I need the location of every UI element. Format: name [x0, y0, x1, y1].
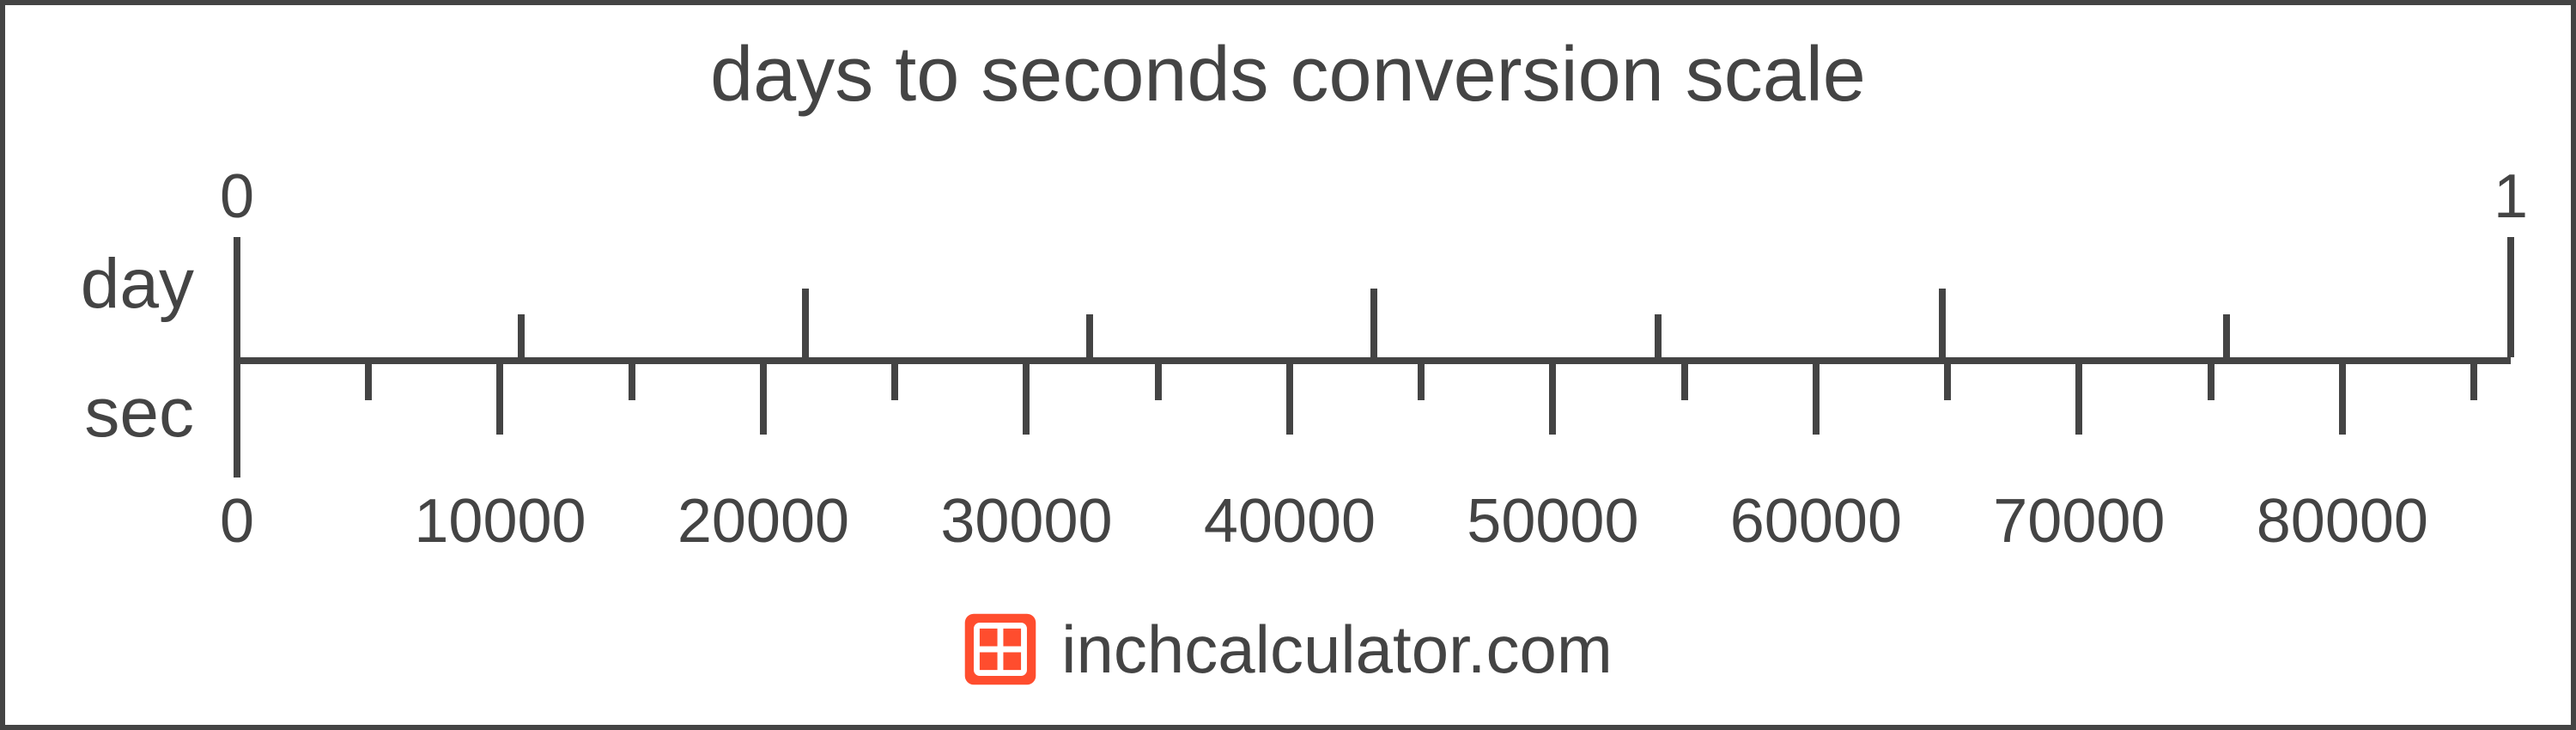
top-tick-med	[802, 289, 809, 357]
top-tick-minor	[1655, 314, 1662, 357]
conversion-scale-card: days to seconds conversion scale day sec…	[0, 0, 2576, 730]
top-tick-minor	[1086, 314, 1093, 357]
bottom-tick-label: 30000	[940, 486, 1112, 557]
bottom-tick-major	[234, 357, 240, 478]
top-tick-minor	[2223, 314, 2230, 357]
top-tick-med	[1939, 289, 1946, 357]
bottom-tick-minor	[365, 357, 372, 400]
top-tick-major	[2507, 237, 2514, 357]
calculator-grid-icon	[963, 612, 1037, 686]
unit-label-bottom: sec	[39, 373, 194, 453]
bottom-tick-label: 40000	[1204, 486, 1376, 557]
bottom-tick-label: 0	[220, 486, 254, 557]
bottom-tick-minor	[2470, 357, 2477, 400]
bottom-tick-label: 10000	[414, 486, 586, 557]
scale-area: day sec 01010000200003000040000500006000…	[5, 177, 2571, 538]
footer-text: inchcalculator.com	[1061, 611, 1613, 689]
top-tick-minor	[518, 314, 525, 357]
bottom-tick-med	[1023, 357, 1030, 435]
bottom-tick-label: 70000	[1993, 486, 2165, 557]
unit-label-top: day	[39, 244, 194, 325]
bottom-tick-med	[496, 357, 503, 435]
ruler: 0101000020000300004000050000600007000080…	[237, 177, 2511, 538]
bottom-tick-label: 80000	[2257, 486, 2428, 557]
bottom-tick-label: 20000	[677, 486, 849, 557]
bottom-tick-med	[1286, 357, 1293, 435]
axis-line	[237, 357, 2511, 364]
top-tick-label: 0	[220, 161, 254, 232]
bottom-tick-med	[1813, 357, 1820, 435]
bottom-tick-minor	[629, 357, 635, 400]
bottom-tick-minor	[891, 357, 898, 400]
title: days to seconds conversion scale	[5, 31, 2571, 119]
bottom-tick-med	[2339, 357, 2346, 435]
bottom-tick-label: 50000	[1467, 486, 1638, 557]
bottom-tick-minor	[1944, 357, 1951, 400]
bottom-tick-minor	[1155, 357, 1162, 400]
bottom-tick-minor	[1418, 357, 1425, 400]
footer: inchcalculator.com	[5, 611, 2571, 691]
bottom-tick-minor	[1681, 357, 1688, 400]
bottom-tick-med	[760, 357, 767, 435]
top-tick-label: 1	[2494, 161, 2528, 232]
bottom-tick-med	[1549, 357, 1556, 435]
bottom-tick-label: 60000	[1730, 486, 1902, 557]
top-tick-major	[234, 237, 240, 357]
bottom-tick-minor	[2208, 357, 2215, 400]
top-tick-med	[1370, 289, 1377, 357]
bottom-tick-med	[2075, 357, 2082, 435]
